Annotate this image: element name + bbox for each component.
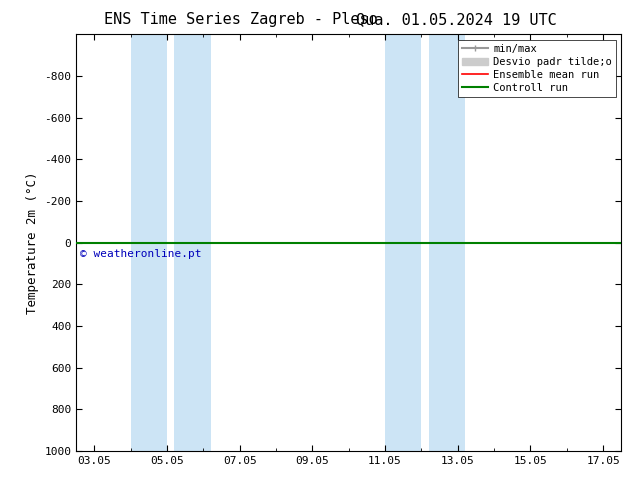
Legend: min/max, Desvio padr tilde;o, Ensemble mean run, Controll run: min/max, Desvio padr tilde;o, Ensemble m… (458, 40, 616, 97)
Text: Qua. 01.05.2024 19 UTC: Qua. 01.05.2024 19 UTC (356, 12, 557, 27)
Bar (429, 34, 465, 451)
Bar (131, 34, 167, 451)
Bar (174, 34, 210, 451)
Text: ENS Time Series Zagreb - Pleso: ENS Time Series Zagreb - Pleso (104, 12, 378, 27)
Y-axis label: Temperature 2m (°C): Temperature 2m (°C) (25, 172, 39, 314)
Bar (385, 34, 422, 451)
Text: © weatheronline.pt: © weatheronline.pt (80, 249, 201, 259)
